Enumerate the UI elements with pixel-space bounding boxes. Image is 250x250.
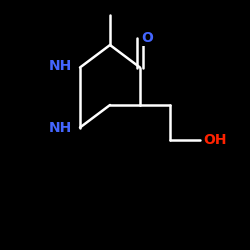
Text: NH: NH	[49, 59, 72, 73]
Text: NH: NH	[49, 120, 72, 134]
Text: OH: OH	[204, 133, 227, 147]
Text: O: O	[141, 30, 153, 44]
